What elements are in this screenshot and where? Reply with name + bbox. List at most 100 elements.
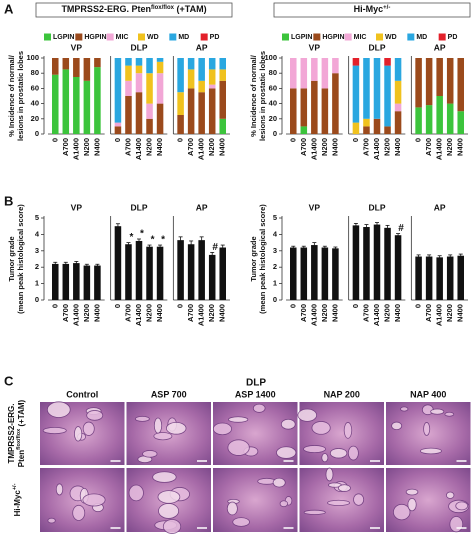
bar-segment (373, 118, 381, 134)
title-end: (+TAM) (176, 4, 206, 14)
group-label: VP (309, 42, 321, 52)
y-tick-label: 5 (273, 213, 277, 222)
x-tick-label: A1400 (71, 138, 80, 160)
title-text: Hi-Myc (354, 4, 384, 14)
bar-segment (384, 58, 391, 66)
significance-mark: # (398, 223, 404, 234)
bar-segment (436, 96, 443, 134)
x-tick-label: A1400 (71, 304, 80, 326)
bar-segment (135, 92, 143, 134)
x-tick-label: A700 (424, 138, 433, 156)
bar-segment (352, 122, 360, 134)
bar-segment (187, 88, 195, 134)
significance-mark: * (140, 229, 144, 240)
gland (134, 415, 150, 422)
bar (321, 247, 329, 300)
bar-segment (146, 58, 153, 74)
significance-mark: * (130, 232, 134, 243)
bar-segment (300, 58, 308, 89)
y-tick-label: 20 (269, 114, 277, 123)
bar-segment (446, 58, 454, 104)
x-tick-label: A1400 (372, 138, 381, 160)
x-tick-label: A1400 (134, 138, 143, 160)
gland (252, 403, 266, 413)
bar-segment (300, 88, 308, 127)
x-tick-label: N200 (320, 138, 329, 156)
x-tick-label: N400 (456, 304, 465, 322)
x-tick-label: N400 (330, 304, 339, 322)
bar (187, 244, 195, 300)
x-tick-label: A700 (61, 304, 70, 322)
bar (446, 256, 454, 300)
bar-segment (94, 67, 101, 134)
gland (46, 401, 71, 418)
x-tick-label: N400 (92, 138, 101, 156)
gland (42, 427, 67, 435)
bar-segment (311, 58, 318, 81)
row-label-sup: flox/flox (16, 428, 22, 450)
bar (94, 265, 101, 300)
histology-title: DLP (246, 378, 266, 389)
bar-segment (290, 58, 297, 89)
gland (142, 450, 158, 458)
y-tick-label: 100 (264, 53, 277, 62)
title-sup: flox/flox (151, 5, 175, 11)
bar-segment (394, 58, 402, 81)
x-tick-label: N200 (145, 304, 154, 322)
bar (83, 265, 91, 300)
group-label: AP (196, 202, 208, 212)
bar-segment (73, 58, 80, 77)
gland (82, 493, 106, 507)
bar (146, 246, 153, 300)
bar-segment (125, 65, 132, 81)
column-header: ASP 1400 (235, 389, 276, 399)
bar (300, 247, 308, 300)
bar (311, 245, 318, 300)
legend-label: PD (448, 34, 458, 41)
x-tick-label: N200 (82, 304, 91, 322)
bar-segment (62, 69, 70, 134)
gland (55, 483, 64, 496)
gland (444, 411, 455, 417)
bar-segment (187, 69, 195, 89)
gland (165, 421, 187, 435)
gland (153, 417, 163, 434)
y-tick-label: 20 (31, 114, 39, 123)
bar-segment (83, 80, 91, 134)
bar (73, 263, 80, 300)
y-tick-label: 40 (269, 99, 277, 108)
bar-segment (394, 111, 402, 134)
gland (327, 499, 351, 506)
legend-swatch (313, 33, 321, 41)
bar (290, 247, 297, 300)
y-tick-label: 60 (31, 83, 39, 92)
gland (153, 432, 173, 441)
legend-swatch (438, 33, 446, 41)
bar-segment (290, 88, 297, 134)
legend-swatch (376, 33, 383, 41)
x-tick-label: N400 (393, 304, 402, 322)
group-label: DLP (131, 202, 148, 212)
bar-segment (208, 88, 216, 134)
bar-segment (208, 84, 216, 89)
x-tick-label: N200 (383, 304, 392, 322)
bar (135, 240, 143, 300)
x-tick-label: A700 (123, 138, 132, 156)
x-tick-label: A1400 (435, 138, 444, 160)
x-tick-label: N200 (445, 138, 454, 156)
legend-swatch (282, 33, 289, 41)
bar-segment (62, 58, 70, 70)
group-label: AP (196, 42, 208, 52)
bar (198, 240, 205, 300)
bar (219, 247, 226, 300)
x-tick-label: A700 (123, 304, 132, 322)
bar-segment (394, 103, 402, 112)
y-tick-label: 2 (35, 262, 39, 271)
bar-segment (321, 88, 329, 134)
gland (343, 422, 353, 439)
bar-segment (300, 126, 308, 134)
bar-segment (208, 69, 216, 85)
bar-segment (156, 103, 164, 134)
group-label: DLP (369, 202, 386, 212)
